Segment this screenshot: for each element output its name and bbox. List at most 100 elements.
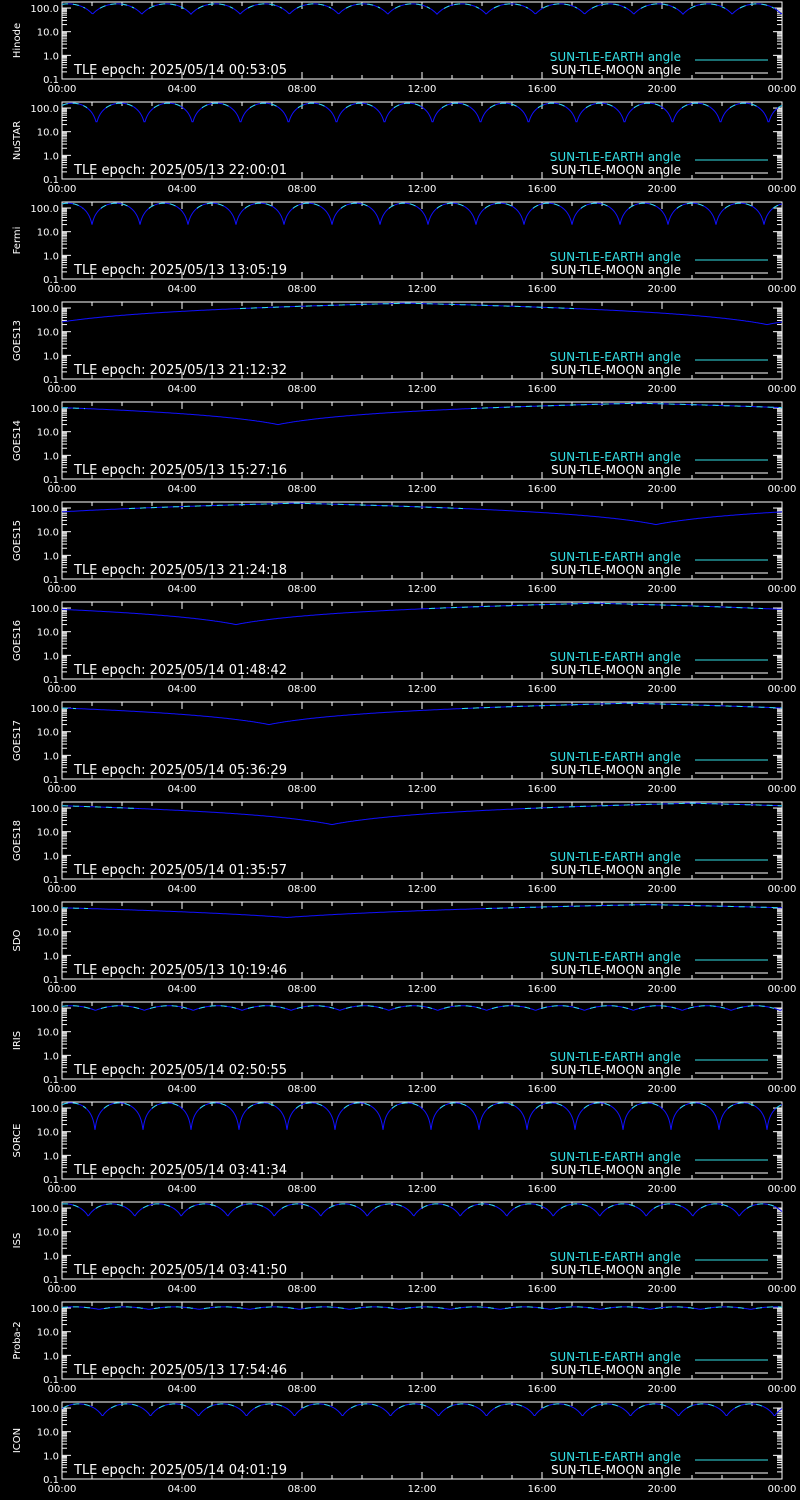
sun-tle-earth-highlight <box>158 1403 191 1409</box>
x-tick-label: 08:00 <box>288 284 317 295</box>
y-tick-label: 1.0 <box>43 451 59 462</box>
x-tick-label: 00:00 <box>768 84 797 95</box>
sun-tle-earth-highlight <box>391 1102 423 1109</box>
y-tick-label: 1.0 <box>43 151 59 162</box>
sun-tle-earth-highlight <box>103 1102 135 1109</box>
x-tick-label: 04:00 <box>168 184 197 195</box>
sun-tle-earth-highlight <box>604 1306 646 1309</box>
sun-tle-earth-highlight <box>777 104 783 109</box>
x-tick-label: 04:00 <box>168 484 197 495</box>
x-tick-label: 00:00 <box>48 884 77 895</box>
y-tick-label: 10.0 <box>37 28 59 39</box>
satellite-label: SORCE <box>12 1124 23 1158</box>
x-tick-label: 12:00 <box>408 184 437 195</box>
sun-tle-earth-highlight <box>244 202 276 209</box>
legend-moon-label: SUN-TLE-MOON angle <box>551 63 681 77</box>
legend-earth-label: SUN-TLE-EARTH angle <box>550 150 681 164</box>
x-tick-label: 04:00 <box>168 984 197 995</box>
sun-tle-earth-highlight <box>487 1102 519 1109</box>
chart-panel: 100.010.01.00.100:00 04:00 08:00 12:00 16:00… <box>12 1401 796 1495</box>
sun-tle-earth-highlight <box>100 202 132 209</box>
satellite-label: SDO <box>12 929 23 951</box>
sun-tle-earth-highlight <box>142 1203 174 1209</box>
y-tick-label: 0.1 <box>43 475 59 486</box>
tle-epoch-text: TLE epoch: 2025/05/14 04:01:19 <box>73 1463 287 1478</box>
tle-epoch-text: TLE epoch: 2025/05/14 01:35:57 <box>73 863 287 878</box>
sun-tle-earth-highlight <box>554 1306 596 1309</box>
x-tick-label: 08:00 <box>288 1484 317 1495</box>
sun-tle-earth-highlight <box>393 102 424 109</box>
chart-panel: 100.010.01.00.100:00 04:00 08:00 12:00 16:00… <box>12 901 796 995</box>
y-tick-label: 0.1 <box>43 175 59 186</box>
y-tick-label: 1.0 <box>43 851 59 862</box>
x-tick-label: 20:00 <box>648 1484 677 1495</box>
sun-tle-earth-highlight <box>203 1306 245 1310</box>
sun-tle-earth-highlight <box>199 1102 231 1109</box>
x-tick-label: 00:00 <box>48 684 77 695</box>
sun-tle-earth-highlight <box>439 1102 471 1109</box>
y-tick-label: 100.0 <box>30 504 59 515</box>
satellite-label: GOES15 <box>12 520 23 561</box>
x-tick-label: 20:00 <box>648 1184 677 1195</box>
sun-tle-earth-curve <box>61 302 783 326</box>
x-tick-label: 00:00 <box>48 84 77 95</box>
x-tick-label: 00:00 <box>48 1184 77 1195</box>
sun-tle-earth-highlight <box>583 1102 615 1109</box>
tle-epoch-text: TLE epoch: 2025/05/13 13:05:19 <box>73 263 287 278</box>
chart-panel: 100.010.01.00.100:00 04:00 08:00 12:00 16:00… <box>12 1301 796 1395</box>
sun-tle-earth-highlight <box>61 1102 87 1109</box>
y-tick-label: 0.1 <box>43 1275 59 1286</box>
y-tick-label: 1.0 <box>43 551 59 562</box>
x-tick-label: 12:00 <box>408 1184 437 1195</box>
x-tick-label: 16:00 <box>528 84 557 95</box>
sun-tle-earth-highlight <box>388 202 420 209</box>
x-tick-label: 00:00 <box>48 284 77 295</box>
sun-tle-earth-highlight <box>653 1203 686 1209</box>
y-tick-label: 1.0 <box>43 1251 59 1262</box>
sun-tle-earth-highlight <box>235 1203 267 1209</box>
sun-tle-earth-highlight <box>201 102 232 109</box>
y-tick-label: 100.0 <box>30 104 59 115</box>
sun-tle-earth-highlight <box>755 1306 783 1309</box>
sun-tle-earth-highlight <box>727 1102 759 1109</box>
sun-tle-earth-highlight <box>188 1203 221 1209</box>
sun-tle-earth-highlight <box>772 203 783 209</box>
satellite-label: Hinode <box>12 23 23 58</box>
y-tick-label: 1.0 <box>43 51 59 62</box>
y-tick-label: 10.0 <box>37 728 59 739</box>
x-tick-label: 00:00 <box>48 584 77 595</box>
x-tick-label: 00:00 <box>768 284 797 295</box>
sun-tle-earth-highlight <box>724 202 756 209</box>
x-tick-label: 12:00 <box>408 84 437 95</box>
sun-tle-earth-highlight <box>633 102 664 109</box>
x-tick-label: 00:00 <box>48 384 77 395</box>
sun-tle-earth-highlight <box>585 102 616 109</box>
legend-moon-label: SUN-TLE-MOON angle <box>551 1363 681 1377</box>
satellite-label: Fermi <box>12 227 23 255</box>
sun-tle-earth-highlight <box>61 3 86 9</box>
y-tick-label: 100.0 <box>30 804 59 815</box>
sun-tle-earth-highlight <box>560 1203 593 1209</box>
x-tick-label: 12:00 <box>408 1084 437 1095</box>
chart-panel: 100.010.01.00.100:00 04:00 08:00 12:00 16:00… <box>12 701 796 795</box>
sun-tle-earth-highlight <box>504 1306 546 1309</box>
x-tick-label: 16:00 <box>528 584 557 595</box>
x-tick-label: 00:00 <box>768 1184 797 1195</box>
x-tick-label: 00:00 <box>48 1384 77 1395</box>
x-tick-label: 08:00 <box>288 384 317 395</box>
x-tick-label: 08:00 <box>288 84 317 95</box>
x-tick-label: 16:00 <box>528 1084 557 1095</box>
sun-tle-earth-highlight <box>700 1203 732 1209</box>
sun-tle-earth-curve <box>61 1203 783 1217</box>
sun-tle-earth-highlight <box>537 102 568 109</box>
sun-tle-earth-highlight <box>343 1102 375 1109</box>
sun-tle-earth-highlight <box>292 202 324 209</box>
sun-tle-earth-highlight <box>249 102 280 109</box>
y-tick-label: 0.1 <box>43 1075 59 1086</box>
x-tick-label: 04:00 <box>168 684 197 695</box>
x-tick-label: 00:00 <box>768 1084 797 1095</box>
satellite-label: GOES18 <box>12 820 23 861</box>
x-tick-label: 12:00 <box>408 384 437 395</box>
sun-tle-earth-highlight <box>62 907 88 909</box>
tle-epoch-text: TLE epoch: 2025/05/13 17:54:46 <box>73 1363 287 1378</box>
